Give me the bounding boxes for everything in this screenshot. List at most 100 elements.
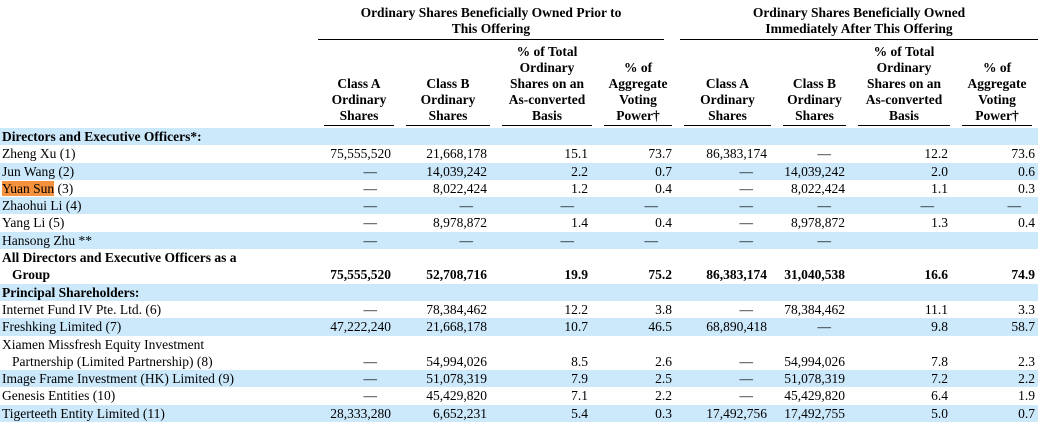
col-header-pct-total-prior: % of Total Ordinary Shares on an As-conv… — [496, 40, 598, 128]
section-label: Directors and Executive Officers*: — [2, 129, 202, 144]
shareholder-name: Genesis Entities (10) — [2, 388, 116, 404]
col-header-class-a-after: Class A Ordinary Shares — [678, 40, 777, 128]
value-cell: — — [560, 198, 575, 214]
search-highlight: Yuan Sun — [2, 180, 55, 196]
value-cell: — — [817, 319, 832, 335]
shareholder-name: Yang Li (5) — [2, 215, 65, 231]
table-row: Freshking Limited (7) 47,222,240 21,668,17… — [0, 318, 1038, 336]
value-cell: 2.5 — [655, 371, 672, 387]
shareholder-name-cell: Zheng Xu (1) — [0, 145, 318, 162]
value-cell: 11.1 — [924, 301, 948, 317]
value-cell: 8,978,872 — [791, 215, 845, 231]
shareholder-name-cell: Hansong Zhu ** — [0, 232, 318, 249]
value-cell: 51,078,319 — [426, 371, 487, 387]
value-cell: — — [459, 198, 474, 214]
value-cell: 2.6 — [655, 353, 672, 369]
section-label: Principal Shareholders: — [2, 284, 140, 300]
value-cell: 8,978,872 — [433, 215, 487, 231]
value-cell: 74.9 — [1011, 267, 1036, 283]
value-cell: 68,890,418 — [706, 319, 767, 335]
table-row: Genesis Entities (10) — 45,429,820 7.1 2.2 — 4… — [0, 387, 1038, 404]
value-cell: 8.5 — [571, 353, 588, 369]
col-header-class-a-prior: Class A Ordinary Shares — [318, 40, 400, 128]
value-cell: 0.4 — [1018, 215, 1036, 231]
value-cell: — — [739, 180, 754, 196]
value-cell: 86,383,174 — [706, 146, 767, 162]
table-row: Jun Wang (2) — 14,039,242 2.2 0.7 — 14,039,242… — [0, 162, 1038, 180]
value-cell: 1.9 — [1018, 388, 1036, 404]
value-cell: 12.2 — [924, 146, 948, 162]
name-column-header — [0, 0, 318, 40]
shareholder-name: Image Frame Investment (HK) Limited (9) — [2, 371, 235, 387]
group-header-prior-title: Ordinary Shares Beneficially Owned Prior… — [318, 5, 664, 40]
value-cell: 14,039,242 — [784, 163, 845, 179]
value-cell: — — [739, 198, 754, 214]
value-cell: — — [363, 371, 378, 387]
value-cell: 2.2 — [655, 388, 672, 404]
value-cell — [852, 232, 956, 249]
value-cell: 0.7 — [1018, 405, 1036, 421]
group-header-row: Ordinary Shares Beneficially Owned Prior… — [0, 0, 1038, 40]
value-cell: — — [739, 301, 754, 317]
value-cell: 17,492,755 — [784, 405, 845, 421]
value-cell: 0.7 — [655, 163, 672, 179]
value-cell: 86,383,174 — [706, 267, 767, 283]
value-cell: 8,022,424 — [433, 180, 487, 196]
shareholder-name-cell: Zhaohui Li (4) — [0, 197, 318, 214]
value-cell: 5.0 — [931, 405, 948, 421]
col-header-pct-total-after: % of Total Ordinary Shares on an As-conv… — [852, 40, 956, 128]
value-cell — [956, 232, 1038, 249]
value-cell: 0.3 — [1018, 180, 1036, 196]
value-cell: — — [363, 388, 378, 404]
value-cell: — — [817, 232, 832, 248]
table-row: Yuan Sun (3) — 8,022,424 1.2 0.4 — 8,022,424 1.… — [0, 180, 1038, 197]
shareholder-name: All Directors and Executive Officers as … — [2, 250, 237, 266]
value-cell: 2.0 — [931, 163, 948, 179]
value-cell: 58.7 — [1011, 319, 1036, 335]
value-cell: 54,994,026 — [426, 353, 487, 369]
shareholder-name-cell: Image Frame Investment (HK) Limited (9) — [0, 370, 318, 387]
value-cell: — — [739, 215, 754, 231]
value-cell: 17,492,756 — [706, 405, 767, 421]
group-header-after-offering: Ordinary Shares Beneficially Owned Immed… — [678, 0, 1038, 40]
value-cell: 21,668,178 — [426, 319, 487, 335]
table-row: Xiamen Missfresh Equity Investment Partne… — [0, 336, 1038, 371]
value-cell: 47,222,240 — [330, 319, 391, 335]
table-row: Zhaohui Li (4) — — — — — — — — — [0, 197, 1038, 215]
table-row: Hansong Zhu ** — — — — — — — [0, 231, 1038, 250]
value-cell: — — [363, 353, 378, 369]
value-cell: — — [817, 198, 832, 214]
value-cell: 0.3 — [655, 405, 672, 421]
value-cell: 12.2 — [564, 301, 588, 317]
section-row: Principal Shareholders: — [0, 283, 1038, 301]
value-cell: 31,040,538 — [784, 267, 845, 283]
value-cell: 75.2 — [648, 267, 672, 283]
shareholder-name: Freshking Limited (7) — [2, 319, 122, 335]
shareholder-name: Tigerteeth Entity Limited (11) — [2, 405, 165, 421]
value-cell: 7.9 — [571, 371, 588, 387]
shareholder-name-cell: Jun Wang (2) — [0, 163, 318, 180]
shareholder-name: Yuan Sun (3) — [2, 180, 74, 196]
value-cell: — — [363, 215, 378, 231]
value-cell: — — [1007, 198, 1022, 214]
table-row: All Directors and Executive Officers as … — [0, 249, 1038, 284]
shareholder-name: Zhaohui Li (4) — [2, 198, 82, 214]
value-cell: 9.8 — [931, 319, 948, 335]
value-cell: 10.7 — [564, 319, 588, 335]
col-header-class-b-prior: Class B Ordinary Shares — [400, 40, 496, 128]
value-cell: — — [920, 198, 935, 214]
value-cell: 19.9 — [564, 267, 588, 283]
value-cell: 2.2 — [1018, 371, 1036, 387]
shareholder-name: Xiamen Missfresh Equity Investment — [2, 336, 205, 352]
shareholder-name: Zheng Xu (1) — [2, 146, 76, 162]
value-cell: 73.6 — [1011, 146, 1036, 162]
value-cell: 45,429,820 — [784, 388, 845, 404]
value-cell: 16.6 — [924, 267, 948, 283]
shareholder-name: Hansong Zhu ** — [2, 232, 92, 248]
value-cell: 46.5 — [648, 319, 672, 335]
value-cell: — — [363, 180, 378, 196]
value-cell: 6,652,231 — [433, 405, 487, 421]
value-cell: 54,994,026 — [784, 353, 845, 369]
value-cell: 0.6 — [1018, 163, 1036, 179]
